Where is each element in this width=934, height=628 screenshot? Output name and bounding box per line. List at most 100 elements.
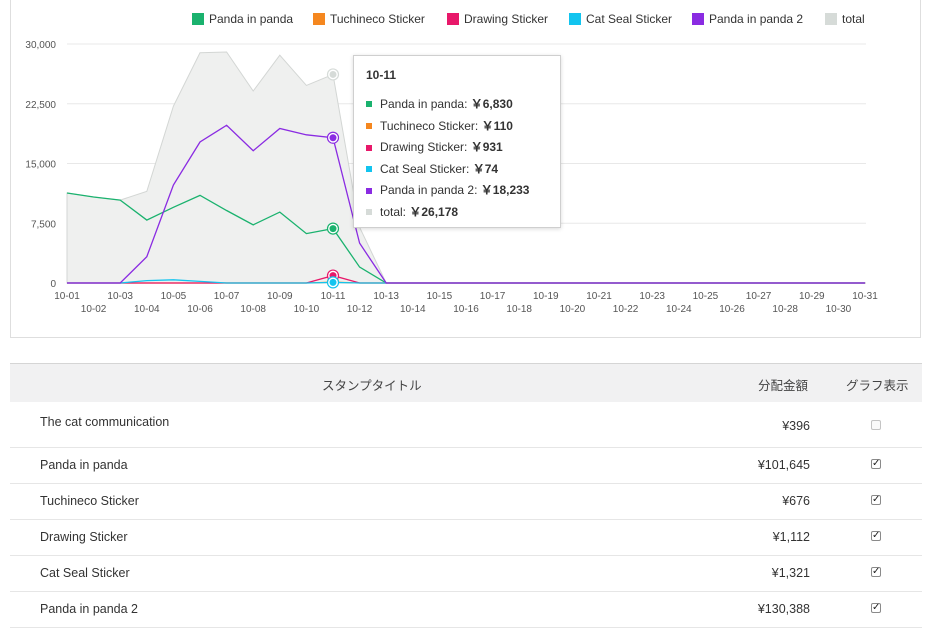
tooltip-row: Cat Seal Sticker: ￥74 [366, 159, 548, 181]
sticker-title: Cat Seal Sticker [40, 566, 130, 580]
hover-marker-dot [329, 225, 337, 233]
sticker-title: The cat communication [40, 415, 170, 429]
tooltip-row: total: ￥26,178 [366, 202, 548, 224]
graph-display-checkbox[interactable]: ✓ [871, 602, 881, 613]
legend-label: Tuchineco Sticker [330, 12, 425, 26]
x-tick-label: 10-15 [427, 291, 453, 302]
table-row: The cat communication ¥396 [10, 402, 922, 448]
series-line [67, 124, 865, 284]
tooltip-label: Drawing Sticker: [380, 140, 471, 155]
y-tick-label: 30,000 [25, 40, 56, 51]
graph-display-checkbox[interactable]: ✓ [871, 494, 881, 505]
x-tick-label: 10-29 [799, 291, 825, 302]
x-tick-label: 10-27 [746, 291, 772, 302]
x-tick-label: 10-21 [586, 291, 612, 302]
x-tick-label: 10-30 [826, 304, 852, 315]
sticker-title: Panda in panda [40, 458, 128, 472]
sticker-table: スタンプタイトル 分配金額 グラフ表示 The cat communicatio… [10, 363, 922, 628]
legend-swatch [825, 13, 837, 25]
x-tick-label: 10-08 [240, 304, 266, 315]
x-tick-label: 10-07 [214, 291, 240, 302]
tooltip-swatch [366, 209, 372, 216]
distribution-amount: ¥396 [782, 419, 810, 433]
x-tick-label: 10-28 [772, 304, 798, 315]
table-header: スタンプタイトル 分配金額 グラフ表示 [10, 363, 922, 402]
tooltip-row: Panda in panda 2: ￥18,233 [366, 180, 548, 202]
legend-swatch [192, 13, 204, 25]
x-tick-label: 10-23 [639, 291, 665, 302]
x-tick-label: 10-02 [81, 304, 107, 315]
legend-swatch [447, 13, 459, 25]
distribution-amount: ¥1,112 [772, 530, 810, 544]
tooltip-value: ￥18,233 [480, 183, 530, 198]
tooltip-row: Panda in panda: ￥6,830 [366, 94, 548, 116]
graph-display-checkbox[interactable]: ✓ [871, 458, 881, 469]
y-tick-label: 0 [50, 279, 56, 290]
legend-label: Drawing Sticker [464, 12, 548, 26]
x-tick-label: 10-24 [666, 304, 692, 315]
x-tick-label: 10-31 [852, 291, 878, 302]
graph-display-checkbox[interactable]: ✓ [871, 566, 881, 577]
x-tick-label: 10-01 [54, 291, 80, 302]
tooltip-row: Drawing Sticker: ￥931 [366, 137, 548, 159]
tooltip-label: Tuchineco Sticker: [380, 118, 482, 133]
y-tick-label: 22,500 [25, 100, 56, 111]
x-tick-label: 10-03 [107, 291, 133, 302]
distribution-amount: ¥676 [782, 494, 810, 508]
tooltip-value: ￥110 [481, 118, 513, 133]
table-row: Panda in panda ¥101,645 ✓ [10, 448, 922, 484]
hover-marker-dot [329, 134, 337, 142]
tooltip-value: ￥931 [470, 140, 503, 155]
table-body: The cat communication ¥396 Panda in panda ¥… [10, 402, 922, 628]
tooltip-row: Tuchineco Sticker: ￥110 [366, 116, 548, 138]
chart-tooltip: 10-11 Panda in panda: ￥6,830 Tuchineco St… [353, 55, 561, 228]
sticker-title: Tuchineco Sticker [40, 494, 139, 508]
x-tick-label: 10-14 [400, 304, 426, 315]
table-row: Drawing Sticker ¥1,112 ✓ [10, 520, 922, 556]
x-tick-label: 10-26 [719, 304, 745, 315]
hover-marker-dot [329, 70, 337, 78]
x-tick-label: 10-06 [187, 304, 213, 315]
x-tick-label: 10-04 [134, 304, 160, 315]
graph-display-checkbox[interactable] [871, 420, 881, 430]
hover-marker-dot [329, 278, 337, 286]
tooltip-value: ￥26,178 [409, 204, 459, 219]
legend-label: total [842, 12, 865, 26]
y-tick-label: 15,000 [25, 160, 56, 171]
tooltip-value: ￥74 [472, 161, 499, 176]
x-tick-label: 10-13 [373, 291, 399, 302]
tooltip-swatch [366, 144, 372, 151]
tooltip-label: Panda in panda: [380, 97, 471, 111]
x-tick-label: 10-17 [480, 291, 506, 302]
tooltip-swatch [366, 187, 372, 194]
header-graph-display: グラフ表示 [846, 379, 909, 393]
x-tick-label: 10-10 [294, 304, 320, 315]
table-row: Tuchineco Sticker ¥676 ✓ [10, 484, 922, 520]
distribution-amount: ¥1,321 [771, 566, 810, 580]
tooltip-swatch [366, 166, 372, 173]
sales-area-chart: Panda in panda Tuchineco Sticker Drawing S… [25, 12, 878, 315]
table-row: Panda in panda 2 ¥130,388 ✓ [10, 592, 922, 628]
distribution-amount: ¥101,645 [757, 458, 810, 472]
legend-swatch [569, 13, 581, 25]
tooltip-value: ￥6,830 [470, 97, 513, 111]
x-tick-label: 10-16 [453, 304, 479, 315]
legend-label: Cat Seal Sticker [586, 12, 672, 26]
tooltip-swatch [366, 101, 372, 108]
table-row: Cat Seal Sticker ¥1,321 ✓ [10, 556, 922, 592]
legend-swatch [692, 13, 704, 25]
x-tick-label: 10-12 [347, 304, 373, 315]
tooltip-swatch [366, 122, 372, 129]
header-amount: 分配金額 [758, 379, 809, 393]
tooltip-label: Panda in panda 2: [380, 183, 481, 198]
y-tick-label: 7,500 [31, 219, 56, 230]
graph-display-checkbox[interactable]: ✓ [871, 530, 881, 541]
tooltip-label: total: [380, 204, 410, 219]
x-tick-label: 10-05 [161, 291, 187, 302]
sticker-title: Drawing Sticker [40, 530, 128, 544]
tooltip-title: 10-11 [366, 68, 397, 82]
x-tick-label: 10-18 [506, 304, 532, 315]
x-tick-label: 10-09 [267, 291, 293, 302]
x-tick-label: 10-25 [693, 291, 719, 302]
header-sticker-title: スタンプタイトル [322, 379, 422, 393]
